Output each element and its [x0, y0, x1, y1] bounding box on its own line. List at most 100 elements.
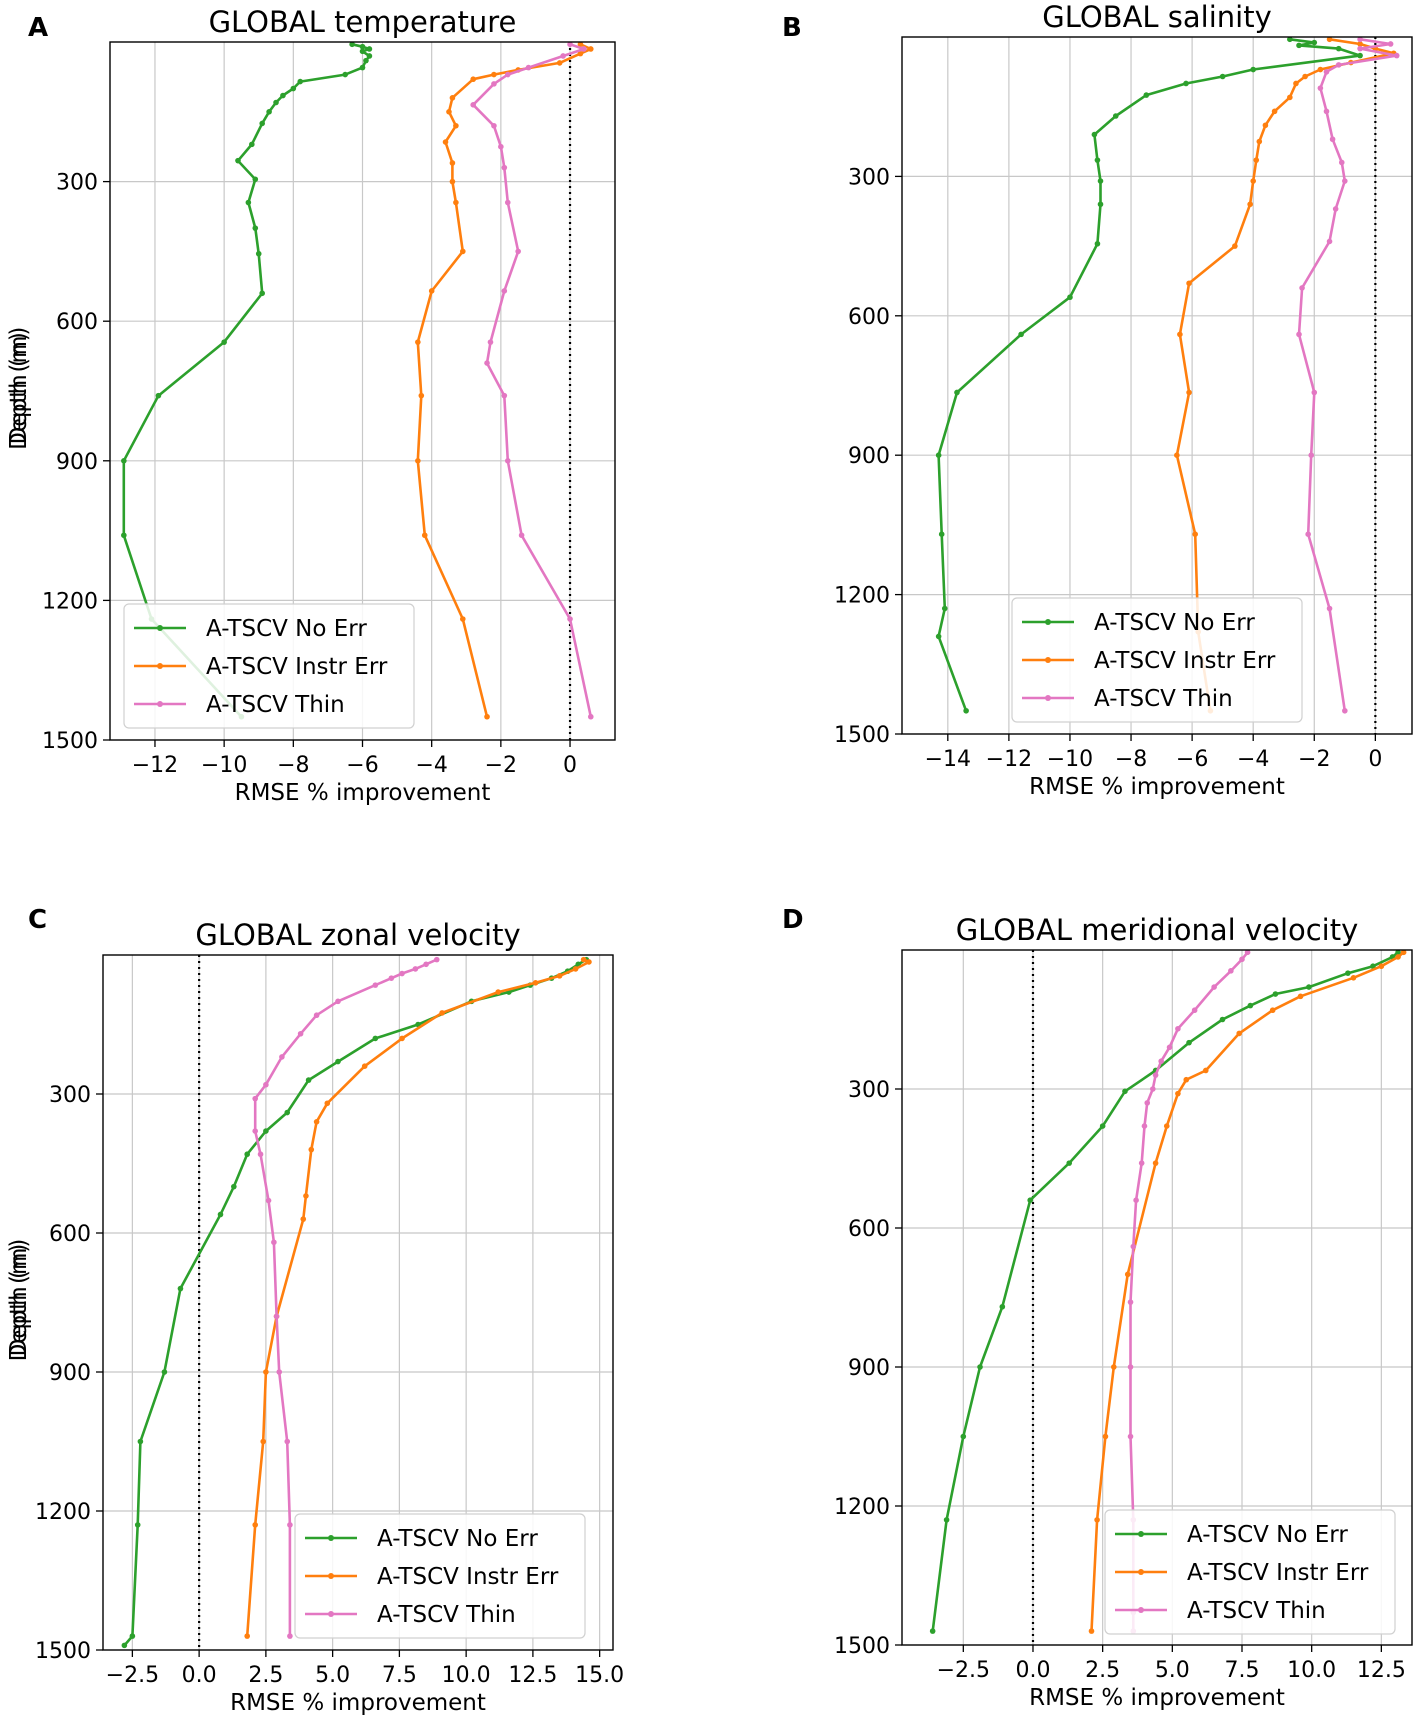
data-point	[287, 1633, 293, 1639]
data-point	[470, 102, 476, 108]
data-point	[155, 392, 162, 399]
legend-entry: A-TSCV Thin	[206, 692, 345, 718]
data-point	[273, 1313, 280, 1320]
panel-label: D	[782, 905, 804, 935]
data-point	[121, 1642, 128, 1649]
data-point	[1124, 1271, 1131, 1278]
legend-entry: A-TSCV Instr Err	[206, 654, 388, 680]
plot-frame	[102, 954, 614, 1651]
data-point	[1102, 1433, 1109, 1440]
legend-entry: A-TSCV Thin	[1187, 1598, 1326, 1624]
x-tick-label: 0.0	[1015, 1658, 1050, 1683]
data-point	[498, 143, 504, 150]
data-point	[470, 76, 476, 83]
data-point	[938, 531, 945, 537]
data-point	[1393, 52, 1400, 59]
data-point	[1177, 331, 1183, 338]
panel-c: C −2.5 0.0 2.5 5.0 7.5 10.0 12.5 15.0 300 600 900 12…	[6, 905, 624, 1716]
data-point	[308, 1146, 315, 1153]
x-tick-label: 10.0	[1287, 1658, 1336, 1683]
panel-label: B	[782, 13, 802, 43]
data-point	[244, 1633, 250, 1639]
data-point	[1293, 80, 1299, 87]
x-tick-label: 15.0	[575, 1663, 624, 1688]
x-tick-label: 2.5	[1085, 1658, 1120, 1683]
data-point	[177, 1285, 184, 1292]
data-point	[1228, 968, 1234, 974]
x-tick-label: −8	[1115, 747, 1147, 772]
data-point	[252, 1128, 258, 1134]
y-tick-label: 300	[848, 1078, 890, 1103]
data-point	[271, 1239, 277, 1246]
data-point	[1091, 131, 1098, 138]
data-point	[1311, 39, 1318, 46]
data-point	[1357, 45, 1363, 52]
y-tick-label: 600	[49, 1222, 91, 1247]
data-point	[491, 122, 497, 129]
data-point	[1219, 1016, 1226, 1023]
data-point	[1211, 984, 1217, 990]
x-tick-label: 0	[1368, 747, 1382, 772]
data-point	[279, 1054, 285, 1060]
data-point	[581, 46, 587, 52]
data-point	[504, 458, 511, 464]
data-point	[300, 1216, 307, 1222]
y-tick-label: 1200	[42, 589, 98, 614]
data-point	[1332, 206, 1339, 212]
data-point	[586, 959, 592, 965]
data-point	[501, 288, 508, 294]
data-point	[460, 248, 466, 255]
data-point	[252, 1095, 258, 1102]
legend-marker	[1045, 695, 1051, 701]
panel-label: A	[28, 13, 48, 43]
data-point	[501, 392, 508, 399]
data-point	[580, 956, 587, 963]
legend-entry: A-TSCV Thin	[1094, 686, 1233, 712]
data-point	[1357, 52, 1363, 59]
legend-marker	[1045, 619, 1051, 625]
data-point	[1253, 157, 1260, 163]
data-point	[335, 1058, 341, 1065]
data-point	[1305, 531, 1311, 537]
x-tick-label: −8	[277, 753, 309, 778]
data-point	[929, 1628, 936, 1634]
data-point	[335, 998, 341, 1005]
data-point	[1186, 389, 1192, 396]
data-point	[1271, 108, 1278, 115]
data-point	[556, 60, 563, 66]
data-point	[1130, 1243, 1137, 1250]
data-point	[487, 339, 494, 345]
legend: A-TSCV No Err A-TSCV Instr Err A-TSCV Thin	[1104, 1509, 1396, 1635]
y-tick-label: 1200	[35, 1500, 91, 1525]
chart-title: GLOBAL salinity	[1042, 0, 1272, 34]
x-axis-label: RMSE % improvement	[1029, 774, 1285, 800]
x-axis-label: RMSE % improvement	[235, 780, 491, 806]
data-point	[504, 71, 511, 78]
y-axis-label: Depth (m)	[6, 332, 32, 450]
data-point	[1250, 178, 1256, 184]
legend-frame	[294, 1513, 586, 1639]
data-point	[960, 1433, 967, 1440]
data-point	[1306, 984, 1312, 990]
legend-entry: A-TSCV No Err	[1187, 1522, 1348, 1548]
data-point	[442, 139, 449, 145]
legend-marker	[328, 1611, 334, 1617]
data-point	[129, 1633, 136, 1639]
y-tick-label: 300	[848, 165, 890, 190]
data-point	[245, 199, 252, 206]
x-tick-label: 7.5	[1225, 1658, 1260, 1683]
x-tick-label: −4	[1237, 747, 1269, 772]
data-point	[1236, 1030, 1243, 1037]
data-point	[1244, 949, 1251, 956]
data-point	[1067, 294, 1073, 301]
legend-entry: A-TSCV No Err	[206, 616, 367, 642]
legend-marker	[157, 625, 163, 631]
data-point	[1133, 1197, 1139, 1203]
legend-entry: A-TSCV No Err	[377, 1526, 538, 1552]
data-point	[943, 1517, 950, 1523]
data-point	[1127, 1364, 1134, 1370]
x-tick-label: −12	[986, 747, 1032, 772]
data-point	[1400, 949, 1407, 956]
data-point	[532, 980, 539, 986]
data-point	[1166, 1044, 1173, 1051]
